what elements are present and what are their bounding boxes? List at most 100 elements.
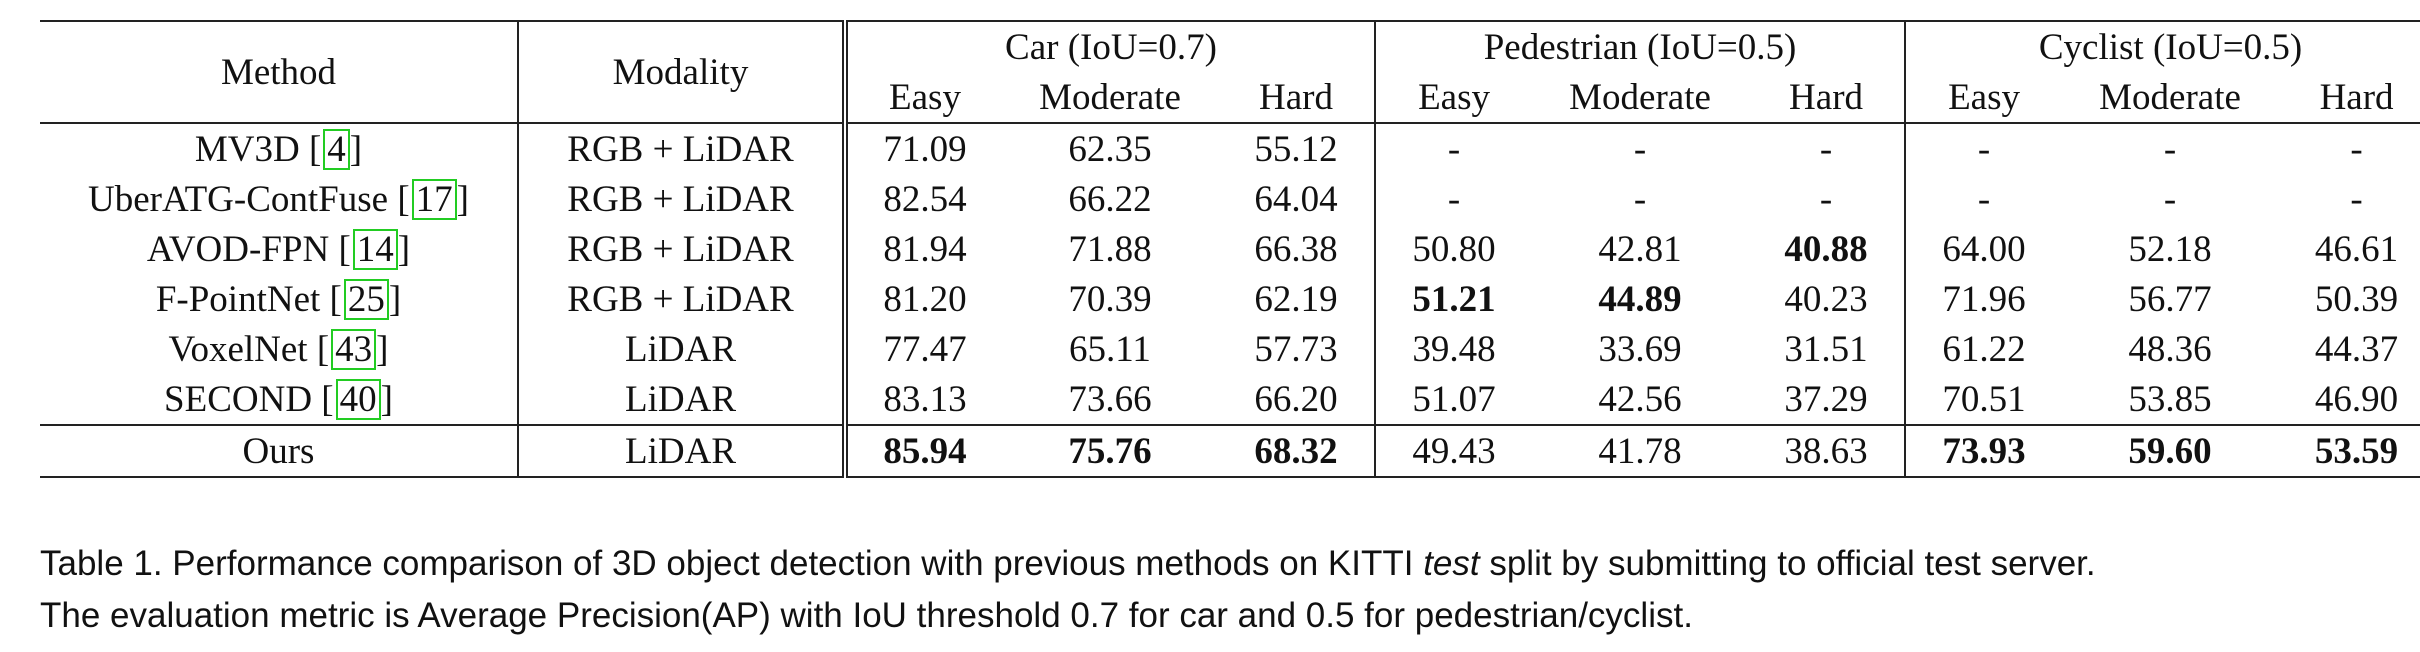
caption-text: split by submitting to official test ser… bbox=[1479, 544, 2096, 583]
citation-close-bracket: ] bbox=[388, 278, 402, 320]
header-moderate: Moderate bbox=[1002, 72, 1218, 124]
value-cell: 46.90 bbox=[2314, 378, 2399, 420]
value-cell: 81.94 bbox=[883, 228, 967, 270]
value-cell: - bbox=[1905, 122, 2063, 174]
table-row: F-PointNet [25] RGB + LiDAR 81.20 70.39 62.1… bbox=[40, 274, 2420, 324]
table-row: UberATG-ContFuse [17] RGB + LiDAR 82.54 66.… bbox=[40, 174, 2420, 224]
value-cell: 41.78 bbox=[1532, 424, 1749, 478]
value-cell: 53.85 bbox=[2128, 378, 2212, 420]
value-cell: 42.56 bbox=[1598, 378, 1682, 420]
value-cell: 64.04 bbox=[1218, 174, 1377, 224]
value-cell: 71.96 bbox=[1942, 278, 2026, 320]
modality-cell: RGB + LiDAR bbox=[518, 174, 848, 224]
table-row: VoxelNet [43] LiDAR 77.47 65.11 57.73 39.48 33… bbox=[40, 324, 2420, 374]
citation-link[interactable]: 43 bbox=[331, 328, 377, 370]
value-cell: 61.22 bbox=[1942, 328, 2026, 370]
value-cell: 49.43 bbox=[1375, 424, 1533, 478]
value-cell: 50.80 bbox=[1412, 228, 1496, 270]
citation-link[interactable]: 40 bbox=[335, 378, 381, 420]
value-cell: - bbox=[1532, 122, 1749, 174]
method-name: AVOD-FPN [ bbox=[146, 228, 351, 270]
method-cell: SECOND [40] bbox=[40, 374, 519, 425]
table-row: MV3D [4] RGB + LiDAR 71.09 62.35 55.12- - - - - - bbox=[40, 122, 2420, 174]
value-cell: - bbox=[1375, 122, 1533, 174]
citation-link[interactable]: 4 bbox=[323, 128, 350, 170]
table-caption: Table 1. Performance comparison of 3D ob… bbox=[40, 538, 2400, 642]
value-cell: 70.51 bbox=[1942, 378, 2026, 420]
header-hard: Hard bbox=[1218, 72, 1377, 124]
value-cell: 44.89 bbox=[1598, 278, 1682, 320]
value-cell: 73.93 bbox=[1905, 424, 2063, 478]
method-name: F-PointNet [ bbox=[155, 278, 342, 320]
value-cell: 40.23 bbox=[1748, 274, 1907, 324]
method-cell: Ours bbox=[40, 424, 519, 478]
value-cell: 70.39 bbox=[1068, 278, 1152, 320]
citation-link[interactable]: 14 bbox=[352, 228, 398, 270]
header-hard: Hard bbox=[2278, 72, 2420, 124]
value-cell: 66.38 bbox=[1218, 224, 1377, 274]
value-cell: 59.60 bbox=[2062, 424, 2279, 478]
caption-line-1: Table 1. Performance comparison of 3D ob… bbox=[40, 538, 2400, 590]
method-name: VoxelNet [ bbox=[168, 328, 330, 370]
table-row: AVOD-FPN [14] RGB + LiDAR 81.94 71.88 66.38 5… bbox=[40, 224, 2420, 274]
value-cell: - bbox=[2062, 122, 2279, 174]
citation-close-bracket: ] bbox=[397, 228, 411, 270]
citation-close-bracket: ] bbox=[380, 378, 393, 420]
modality-cell: LiDAR bbox=[518, 324, 848, 374]
value-cell: 55.12 bbox=[1218, 122, 1377, 174]
ours-row: Ours LiDAR 85.94 75.76 68.32 49.43 41.78 38.63 7… bbox=[40, 424, 2420, 478]
citation-link[interactable]: 17 bbox=[411, 178, 457, 220]
method-name: Ours bbox=[242, 430, 315, 472]
citation-close-bracket: ] bbox=[456, 178, 469, 220]
method-cell: UberATG-ContFuse [17] bbox=[40, 174, 519, 224]
value-cell: 52.18 bbox=[2128, 228, 2212, 270]
header-easy: Easy bbox=[1375, 72, 1533, 124]
header-group-car: Car (IoU=0.7) bbox=[845, 20, 1377, 72]
value-cell: 51.07 bbox=[1412, 378, 1496, 420]
modality-cell: LiDAR bbox=[518, 374, 848, 425]
value-cell: - bbox=[2163, 178, 2177, 220]
method-cell: VoxelNet [43] bbox=[40, 324, 519, 374]
value-cell: 64.00 bbox=[1942, 228, 2026, 270]
method-cell: MV3D [4] bbox=[40, 122, 519, 174]
modality-cell: RGB + LiDAR bbox=[518, 224, 848, 274]
value-cell: - bbox=[2278, 122, 2420, 174]
value-cell: 82.54 bbox=[883, 178, 967, 220]
value-cell: 62.19 bbox=[1218, 274, 1377, 324]
value-cell: 68.32 bbox=[1218, 424, 1377, 478]
header-row-difficulty: Easy Moderate Hard Easy Moderate Hard Ea… bbox=[40, 72, 2420, 124]
citation-link[interactable]: 25 bbox=[343, 278, 389, 320]
value-cell: 71.88 bbox=[1068, 228, 1152, 270]
header-method: Method bbox=[40, 20, 519, 123]
value-cell: 66.20 bbox=[1218, 374, 1377, 425]
citation-close-bracket: ] bbox=[349, 128, 363, 170]
method-name: SECOND [ bbox=[164, 378, 334, 420]
value-cell: 83.13 bbox=[883, 378, 967, 420]
header-moderate: Moderate bbox=[2062, 72, 2279, 124]
method-name: UberATG-ContFuse [ bbox=[88, 178, 410, 220]
value-cell: 73.66 bbox=[1068, 378, 1152, 420]
value-cell: 31.51 bbox=[1748, 324, 1907, 374]
results-table: Method Modality Car (IoU=0.7) Pedestrian… bbox=[40, 20, 2420, 478]
value-cell: - bbox=[1633, 178, 1647, 220]
value-cell: 81.20 bbox=[883, 278, 967, 320]
header-modality: Modality bbox=[518, 20, 848, 123]
value-cell: 85.94 bbox=[845, 424, 1002, 478]
value-cell: 75.76 bbox=[1002, 424, 1218, 478]
modality-cell: RGB + LiDAR bbox=[518, 122, 848, 174]
table-row: SECOND [40] LiDAR 83.13 73.66 66.20 51.07 42.5… bbox=[40, 374, 2420, 425]
header-moderate: Moderate bbox=[1532, 72, 1749, 124]
value-cell: 51.21 bbox=[1412, 278, 1496, 320]
value-cell: 77.47 bbox=[883, 328, 967, 370]
header-row-groups: Method Modality Car (IoU=0.7) Pedestrian… bbox=[40, 20, 2420, 123]
value-cell: 62.35 bbox=[1002, 122, 1218, 174]
value-cell: - bbox=[1748, 122, 1907, 174]
caption-text: Table 1. Performance comparison of 3D ob… bbox=[40, 544, 1424, 583]
caption-line-2: The evaluation metric is Average Precisi… bbox=[40, 596, 1693, 635]
value-cell: 38.63 bbox=[1748, 424, 1907, 478]
value-cell: 53.59 bbox=[2278, 424, 2420, 478]
value-cell: 56.77 bbox=[2128, 278, 2212, 320]
method-name: MV3D [ bbox=[194, 128, 322, 170]
value-cell: 46.61 bbox=[2314, 228, 2399, 270]
value-cell: - bbox=[2350, 178, 2363, 220]
